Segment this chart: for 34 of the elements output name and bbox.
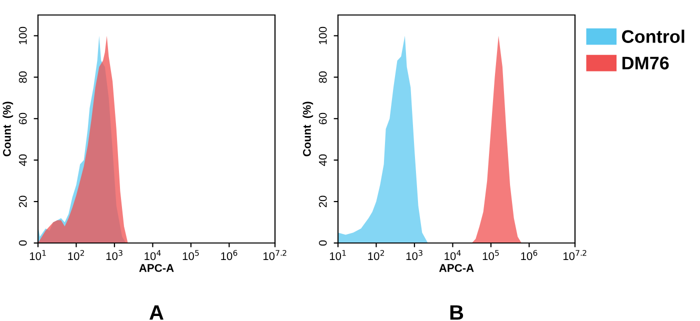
text: B [450,305,464,320]
y-tick-label: 60 [18,112,27,124]
y-tick-label: 80 [318,71,327,83]
x-tick-label: 10$^{7.2}$ [263,250,286,260]
y-tick-label: 100 [318,26,327,44]
x-axis-title: APC-A [139,264,174,272]
x-tick-label: 10$^{6}$ [221,250,238,260]
y-tick-label: 60 [318,112,327,124]
x-tick-label: 10$^{1}$ [30,250,46,260]
y-axis-title: Count (%) [2,102,14,156]
y-tick-label: 0 [318,240,327,246]
x-tick-label: 10$^{4}$ [444,250,461,260]
y-tick-label: 100 [18,26,27,44]
text: A [149,305,164,320]
y-tick-label: 20 [18,196,27,208]
x-tick-label: 10$^{7.2}$ [563,250,586,260]
legend-label: Control [622,30,684,43]
y-tick-label: 40 [18,154,27,166]
x-tick-label: 10$^{4}$ [144,250,161,260]
y-tick-label: 40 [318,154,327,166]
x-tick-label: 10$^{5}$ [482,250,499,260]
legend-label: DM76 [622,56,669,70]
y-tick-label: 0 [18,240,27,246]
x-tick-label: 10$^{2}$ [68,250,84,260]
x-tick-label: 10$^{6}$ [521,250,538,260]
x-tick-label: 10$^{5}$ [182,250,199,260]
x-tick-label: 10$^{2}$ [368,250,384,260]
y-tick-label: 80 [18,71,27,83]
x-tick-label: 10$^{3}$ [106,250,122,260]
y-tick-label: 20 [318,196,327,208]
x-axis-title: APC-A [439,264,474,272]
x-tick-label: 10$^{3}$ [406,250,422,260]
x-tick-label: 10$^{1}$ [330,250,346,260]
y-axis-title: Count (%) [302,102,314,156]
